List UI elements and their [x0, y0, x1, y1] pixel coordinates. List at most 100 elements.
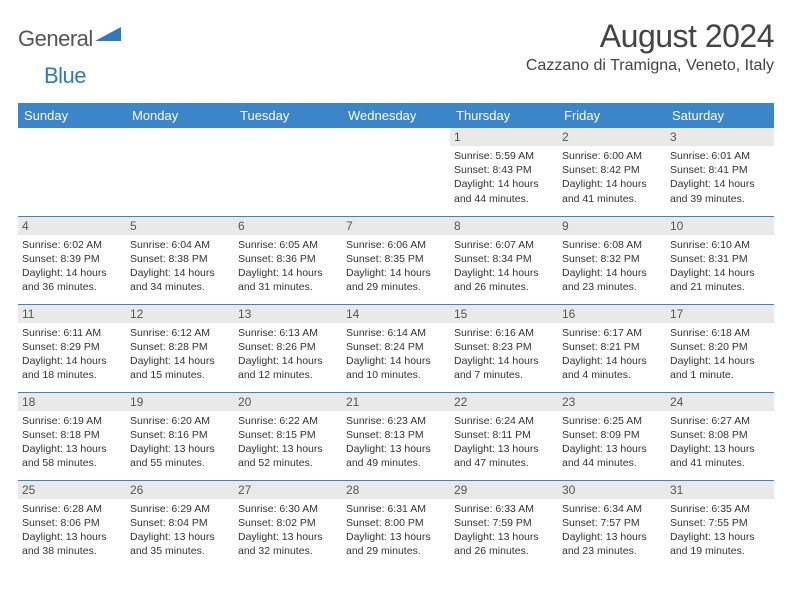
- detail-line: and 41 minutes.: [670, 456, 770, 470]
- page-title: August 2024: [526, 18, 774, 55]
- calendar-cell: 15Sunrise: 6:16 AMSunset: 8:23 PMDayligh…: [450, 304, 558, 392]
- day-number: 4: [18, 217, 126, 235]
- calendar-cell: 8Sunrise: 6:07 AMSunset: 8:34 PMDaylight…: [450, 216, 558, 304]
- day-number: 27: [234, 481, 342, 499]
- detail-line: Sunrise: 6:28 AM: [22, 502, 122, 516]
- calendar-cell: 9 Sunrise: 6:08 AMSunset: 8:32 PMDaylight…: [558, 216, 666, 304]
- day-detail: Sunrise: 6:35 AMSunset: 7:55 PMDaylight:…: [670, 502, 770, 559]
- detail-line: Sunset: 8:42 PM: [562, 163, 662, 177]
- detail-line: Sunrise: 6:31 AM: [346, 502, 446, 516]
- day-header: Wednesday: [342, 103, 450, 128]
- calendar-table: SundayMondayTuesdayWednesdayThursdayFrid…: [18, 103, 774, 568]
- detail-line: and 26 minutes.: [454, 544, 554, 558]
- detail-line: Sunrise: 5:59 AM: [454, 149, 554, 163]
- detail-line: Daylight: 13 hours: [562, 442, 662, 456]
- day-number: 18: [18, 393, 126, 411]
- day-header: Tuesday: [234, 103, 342, 128]
- day-detail: Sunrise: 6:16 AMSunset: 8:23 PMDaylight:…: [454, 326, 554, 383]
- detail-line: Daylight: 14 hours: [454, 354, 554, 368]
- calendar-cell: 25Sunrise: 6:28 AMSunset: 8:06 PMDayligh…: [18, 480, 126, 568]
- detail-line: and 47 minutes.: [454, 456, 554, 470]
- day-detail: Sunrise: 5:59 AMSunset: 8:43 PMDaylight:…: [454, 149, 554, 206]
- day-number: 10: [666, 217, 774, 235]
- day-number: 28: [342, 481, 450, 499]
- day-number: 26: [126, 481, 234, 499]
- detail-line: and 41 minutes.: [562, 192, 662, 206]
- detail-line: Sunrise: 6:19 AM: [22, 414, 122, 428]
- detail-line: Sunset: 8:18 PM: [22, 428, 122, 442]
- detail-line: Daylight: 14 hours: [454, 266, 554, 280]
- detail-line: Sunset: 8:36 PM: [238, 252, 338, 266]
- detail-line: Sunset: 7:57 PM: [562, 516, 662, 530]
- detail-line: and 10 minutes.: [346, 368, 446, 382]
- detail-line: Sunrise: 6:06 AM: [346, 238, 446, 252]
- calendar-cell: 22Sunrise: 6:24 AMSunset: 8:11 PMDayligh…: [450, 392, 558, 480]
- detail-line: Daylight: 14 hours: [670, 266, 770, 280]
- detail-line: Sunset: 8:11 PM: [454, 428, 554, 442]
- calendar-cell: 2Sunrise: 6:00 AMSunset: 8:42 PMDaylight…: [558, 128, 666, 216]
- day-number: 3: [666, 128, 774, 146]
- day-number: 9: [558, 217, 666, 235]
- detail-line: Sunrise: 6:23 AM: [346, 414, 446, 428]
- detail-line: Sunrise: 6:07 AM: [454, 238, 554, 252]
- detail-line: Daylight: 13 hours: [22, 442, 122, 456]
- day-number: 24: [666, 393, 774, 411]
- calendar-week-row: 11 Sunrise: 6:11 AMSunset: 8:29 PMDayligh…: [18, 304, 774, 392]
- detail-line: Sunset: 7:55 PM: [670, 516, 770, 530]
- calendar-week-row: 4Sunrise: 6:02 AMSunset: 8:39 PMDaylight…: [18, 216, 774, 304]
- day-header: Saturday: [666, 103, 774, 128]
- detail-line: Daylight: 14 hours: [346, 266, 446, 280]
- day-detail: Sunrise: 6:02 AMSunset: 8:39 PMDaylight:…: [22, 238, 122, 295]
- detail-line: Sunrise: 6:00 AM: [562, 149, 662, 163]
- detail-line: and 21 minutes.: [670, 280, 770, 294]
- calendar-cell: 27Sunrise: 6:30 AMSunset: 8:02 PMDayligh…: [234, 480, 342, 568]
- detail-line: Daylight: 13 hours: [346, 442, 446, 456]
- detail-line: Daylight: 14 hours: [238, 354, 338, 368]
- day-detail: Sunrise: 6:11 AMSunset: 8:29 PMDaylight:…: [22, 326, 122, 383]
- detail-line: Sunset: 8:06 PM: [22, 516, 122, 530]
- detail-line: Sunrise: 6:02 AM: [22, 238, 122, 252]
- detail-line: Sunset: 8:24 PM: [346, 340, 446, 354]
- detail-line: and 23 minutes.: [562, 544, 662, 558]
- calendar-cell: [342, 128, 450, 216]
- detail-line: Sunrise: 6:11 AM: [22, 326, 122, 340]
- day-detail: Sunrise: 6:05 AMSunset: 8:36 PMDaylight:…: [238, 238, 338, 295]
- detail-line: Daylight: 14 hours: [22, 354, 122, 368]
- calendar-week-row: 25Sunrise: 6:28 AMSunset: 8:06 PMDayligh…: [18, 480, 774, 568]
- detail-line: and 29 minutes.: [346, 280, 446, 294]
- detail-line: and 44 minutes.: [562, 456, 662, 470]
- detail-line: Sunset: 8:15 PM: [238, 428, 338, 442]
- detail-line: Daylight: 13 hours: [346, 530, 446, 544]
- detail-line: and 12 minutes.: [238, 368, 338, 382]
- calendar-cell: 6Sunrise: 6:05 AMSunset: 8:36 PMDaylight…: [234, 216, 342, 304]
- detail-line: and 15 minutes.: [130, 368, 230, 382]
- detail-line: Sunrise: 6:13 AM: [238, 326, 338, 340]
- day-number: 11: [18, 305, 126, 323]
- calendar-cell: 12Sunrise: 6:12 AMSunset: 8:28 PMDayligh…: [126, 304, 234, 392]
- detail-line: Sunrise: 6:12 AM: [130, 326, 230, 340]
- day-detail: Sunrise: 6:08 AMSunset: 8:32 PMDaylight:…: [562, 238, 662, 295]
- calendar-cell: [234, 128, 342, 216]
- detail-line: Daylight: 13 hours: [454, 530, 554, 544]
- detail-line: Sunset: 8:41 PM: [670, 163, 770, 177]
- detail-line: Daylight: 13 hours: [130, 442, 230, 456]
- day-number: 2: [558, 128, 666, 146]
- detail-line: Daylight: 14 hours: [562, 354, 662, 368]
- detail-line: Daylight: 13 hours: [454, 442, 554, 456]
- detail-line: Sunset: 8:39 PM: [22, 252, 122, 266]
- day-header: Friday: [558, 103, 666, 128]
- day-detail: Sunrise: 6:18 AMSunset: 8:20 PMDaylight:…: [670, 326, 770, 383]
- detail-line: Sunset: 8:13 PM: [346, 428, 446, 442]
- calendar-cell: 31 Sunrise: 6:35 AMSunset: 7:55 PMDayligh…: [666, 480, 774, 568]
- day-header: Monday: [126, 103, 234, 128]
- detail-line: and 4 minutes.: [562, 368, 662, 382]
- detail-line: Sunrise: 6:16 AM: [454, 326, 554, 340]
- detail-line: Sunset: 8:28 PM: [130, 340, 230, 354]
- detail-line: Sunset: 8:21 PM: [562, 340, 662, 354]
- detail-line: and 36 minutes.: [22, 280, 122, 294]
- day-number: 22: [450, 393, 558, 411]
- day-number: 31: [666, 481, 774, 499]
- day-number: 5: [126, 217, 234, 235]
- detail-line: Sunrise: 6:29 AM: [130, 502, 230, 516]
- detail-line: Daylight: 13 hours: [238, 530, 338, 544]
